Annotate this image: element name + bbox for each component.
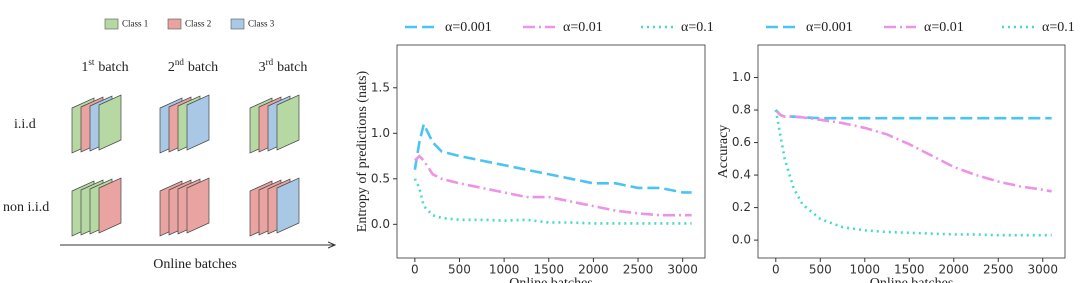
- column-word: batch: [277, 60, 307, 75]
- series-line: [413, 154, 692, 217]
- series-line: [774, 109, 1052, 237]
- class-swatch: [230, 18, 245, 30]
- x-tick-label: 2500: [983, 263, 1014, 277]
- class-label: Class 3: [248, 19, 275, 29]
- column-header: 3rd batch: [259, 57, 308, 75]
- y-tick-label: 0.4: [732, 168, 751, 182]
- y-tick-label: 0.0: [371, 217, 390, 231]
- y-tick-label: 1.0: [732, 70, 751, 84]
- x-tick-label: 1500: [894, 263, 925, 277]
- x-tick-label: 2500: [623, 263, 654, 277]
- legend-label: α=0.001: [445, 20, 492, 35]
- y-tick-label: 1.5: [371, 80, 390, 94]
- series-line: [774, 109, 1052, 193]
- card: [276, 177, 300, 234]
- diagram-axis-label: Online batches: [153, 257, 237, 272]
- x-tick-label: 3000: [667, 263, 698, 277]
- card: [186, 177, 210, 234]
- x-tick-label: 2000: [578, 263, 609, 277]
- legend-label: α=0.001: [806, 20, 853, 35]
- x-tick-label: 500: [809, 263, 832, 277]
- legend-label: α=0.01: [924, 20, 964, 35]
- plot-frame: [757, 44, 1066, 259]
- column-suffix: nd: [175, 57, 185, 67]
- x-axis-label: Online batches: [870, 276, 954, 283]
- column-header: 1st batch: [81, 57, 128, 75]
- y-tick-label: 0.2: [732, 200, 751, 214]
- column-word: batch: [98, 60, 128, 75]
- y-axis-label: Entropy of predictions (nats): [355, 70, 370, 232]
- x-tick-label: 1000: [489, 263, 520, 277]
- x-tick-label: 0: [411, 263, 419, 277]
- column-number: 1: [81, 60, 88, 75]
- series-line: [413, 120, 692, 194]
- x-tick-label: 2000: [938, 263, 969, 277]
- x-tick-label: 1500: [533, 263, 564, 277]
- y-tick-label: 0.0: [732, 233, 751, 247]
- y-axis-label: Accuracy: [716, 125, 731, 179]
- x-tick-label: 0: [772, 263, 780, 277]
- series-line: [413, 178, 692, 225]
- series-line: [774, 109, 1052, 120]
- x-tick-label: 500: [448, 263, 471, 277]
- card: [98, 94, 122, 151]
- y-tick-label: 0.6: [732, 135, 751, 149]
- card: [98, 177, 122, 234]
- class-label: Class 1: [122, 19, 148, 29]
- column-number: 3: [259, 60, 266, 75]
- card: [276, 94, 300, 151]
- y-tick-label: 0.8: [732, 103, 751, 117]
- column-suffix: rd: [266, 57, 274, 67]
- y-tick-label: 0.5: [371, 171, 390, 185]
- column-word: batch: [188, 60, 218, 75]
- column-number: 2: [168, 60, 175, 75]
- plot-frame: [396, 44, 706, 259]
- x-tick-label: 3000: [1027, 263, 1058, 277]
- class-swatch: [104, 18, 119, 30]
- x-tick-label: 1000: [850, 263, 881, 277]
- legend-label: α=0.1: [1042, 20, 1075, 35]
- class-swatch: [167, 18, 182, 30]
- legend-label: α=0.01: [563, 20, 603, 35]
- legend-label: α=0.1: [681, 20, 714, 35]
- row-label: non i.i.d: [3, 200, 49, 215]
- card: [186, 94, 210, 151]
- column-header: 2nd batch: [168, 57, 218, 75]
- class-label: Class 2: [185, 19, 211, 29]
- x-axis-label: Online batches: [509, 276, 593, 283]
- y-tick-label: 1.0: [371, 126, 390, 140]
- row-label: i.i.d: [14, 117, 36, 132]
- column-suffix: st: [88, 57, 95, 67]
